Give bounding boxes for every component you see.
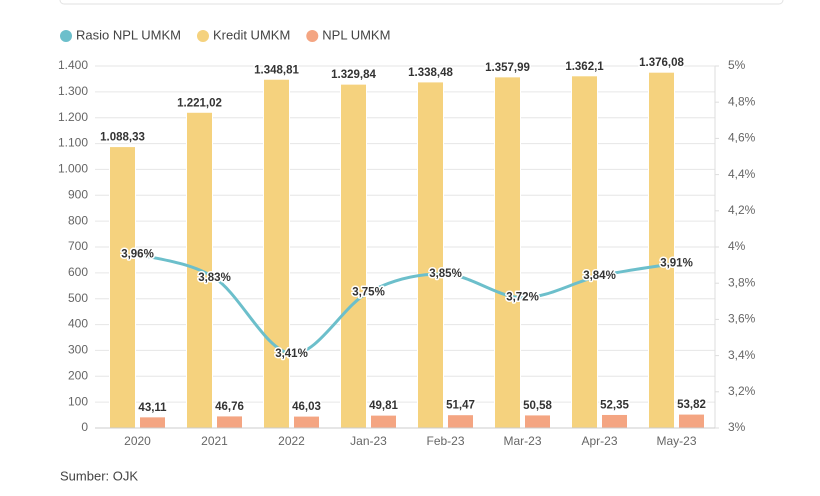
- bar: [216, 415, 243, 429]
- bar: [109, 146, 136, 429]
- y-tick-label: 200: [68, 368, 88, 382]
- y2-tick-label: 3%: [728, 420, 746, 434]
- value-label: 1.221,02: [177, 97, 222, 109]
- value-label: 1.357,99: [485, 62, 530, 74]
- value-label: 3,84%: [583, 270, 616, 282]
- value-label: 1.348,81: [254, 64, 299, 76]
- y-tick-label: 1.200: [58, 110, 88, 124]
- legend-label[interactable]: Kredit UMKM: [213, 27, 290, 42]
- y2-tick-label: 4%: [728, 239, 746, 253]
- value-label: 43,11: [138, 402, 167, 414]
- bar: [417, 81, 444, 429]
- value-label: 3,72%: [506, 292, 539, 304]
- y-tick-label: 900: [68, 187, 88, 201]
- value-label: 50,58: [523, 400, 552, 412]
- x-tick-label: 2020: [124, 434, 151, 448]
- bar: [447, 414, 474, 429]
- bar: [601, 413, 628, 429]
- bar: [340, 83, 367, 429]
- y-tick-label: 1.400: [58, 58, 88, 72]
- y2-tick-label: 3,2%: [728, 384, 756, 398]
- y2-tick-label: 3,8%: [728, 275, 756, 289]
- value-label: 3,83%: [198, 272, 231, 284]
- legend-swatch[interactable]: [196, 30, 209, 42]
- y-tick-label: 0: [81, 420, 88, 434]
- bar: [648, 71, 675, 429]
- y-tick-label: 1.300: [58, 84, 88, 98]
- legend-label[interactable]: Rasio NPL UMKM: [76, 27, 181, 42]
- y-tick-label: 300: [68, 343, 88, 357]
- value-label: 3,91%: [660, 257, 693, 269]
- y2-tick-label: 5%: [728, 58, 746, 72]
- bar: [370, 414, 397, 429]
- bar: [293, 415, 320, 429]
- x-tick-label: Apr-23: [581, 434, 617, 448]
- x-tick-label: Feb-23: [426, 434, 464, 448]
- value-label: 3,96%: [121, 248, 154, 260]
- value-label: 3,85%: [429, 268, 462, 280]
- y-tick-label: 400: [68, 317, 88, 331]
- bar: [678, 413, 705, 429]
- value-label: 1.338,48: [408, 67, 453, 79]
- value-label: 1.088,33: [100, 132, 145, 144]
- x-tick-label: 2022: [278, 434, 305, 448]
- value-label: 51,47: [446, 400, 475, 412]
- y2-tick-label: 4,8%: [728, 94, 756, 108]
- bar: [571, 75, 598, 429]
- y-tick-label: 1.100: [58, 136, 88, 150]
- value-label: 46,03: [292, 401, 321, 413]
- value-label: 46,76: [215, 401, 244, 413]
- source: Sumber: OJK: [60, 468, 138, 483]
- y-tick-label: 100: [68, 394, 88, 408]
- y2-tick-label: 3,6%: [728, 312, 756, 326]
- y-tick-label: 700: [68, 239, 88, 253]
- legend-swatch[interactable]: [306, 30, 319, 42]
- frame: [59, 0, 784, 5]
- legend-label[interactable]: NPL UMKM: [322, 27, 390, 42]
- value-label: 1.329,84: [331, 69, 376, 81]
- x-tick-label: Jan-23: [350, 434, 387, 448]
- x-tick-label: Mar-23: [503, 434, 541, 448]
- x-tick-label: 2021: [201, 434, 228, 448]
- value-label: 1.362,1: [565, 61, 604, 73]
- value-label: 3,41%: [275, 348, 308, 360]
- y2-tick-label: 4,6%: [728, 131, 756, 145]
- legend-swatch[interactable]: [60, 30, 72, 42]
- x-tick-label: May-23: [656, 434, 696, 448]
- value-label: 3,75%: [352, 286, 385, 298]
- value-label: 53,82: [677, 399, 706, 411]
- y-tick-label: 800: [68, 213, 88, 227]
- line: [137, 252, 677, 356]
- y2-tick-label: 4,4%: [728, 167, 756, 181]
- bar: [139, 416, 166, 429]
- value-label: 52,35: [600, 399, 629, 411]
- y-tick-label: 1.000: [58, 162, 88, 176]
- y-tick-label: 500: [68, 291, 88, 305]
- bar: [494, 76, 521, 429]
- bar: [263, 78, 290, 429]
- y-tick-label: 600: [68, 265, 88, 279]
- y2-tick-label: 3,4%: [728, 348, 756, 362]
- value-label: 1.376,08: [639, 57, 684, 69]
- y2-tick-label: 4,2%: [728, 203, 756, 217]
- value-label: 49,81: [369, 400, 398, 412]
- bar: [524, 414, 551, 429]
